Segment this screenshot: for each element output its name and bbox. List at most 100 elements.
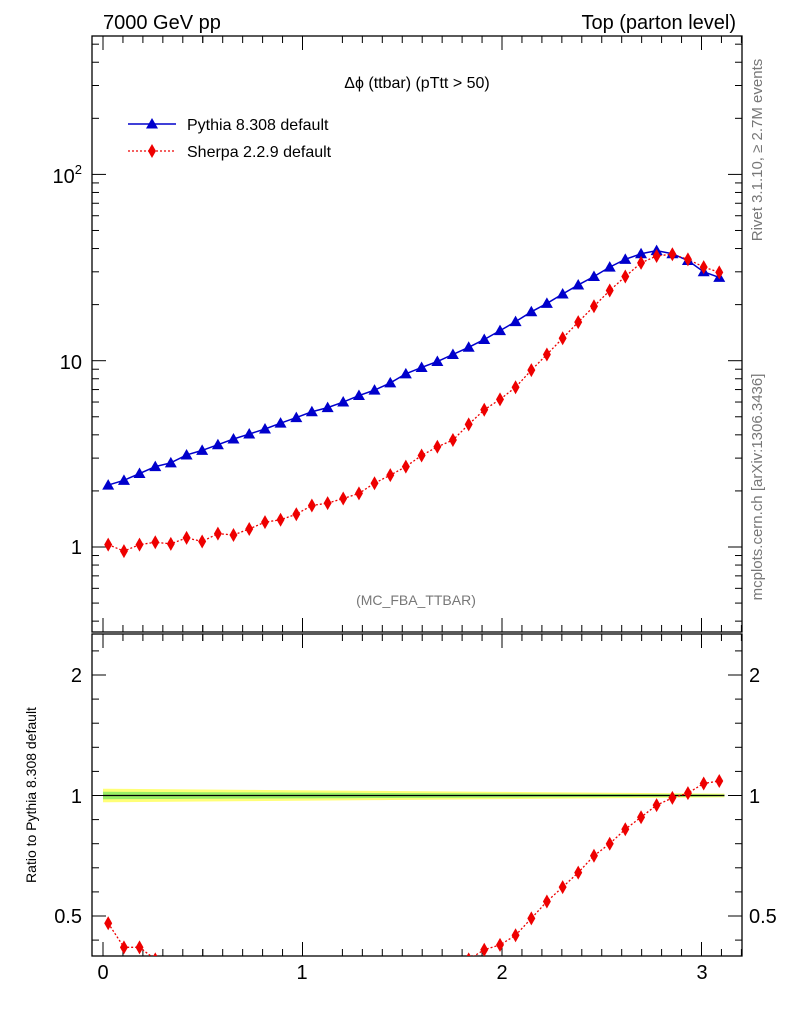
sherpa-point <box>307 498 316 513</box>
ratio-sherpa-point <box>198 957 206 971</box>
pythia-point <box>509 315 522 327</box>
pythia-series-line <box>107 249 720 486</box>
ratio-sherpa-point <box>386 957 394 971</box>
sherpa-point <box>433 439 442 454</box>
pythia-point <box>352 389 365 401</box>
legend-entry-sherpa: Sherpa 2.2.9 default <box>128 144 332 161</box>
sherpa-point <box>511 380 520 395</box>
pythia-point <box>462 341 475 352</box>
y-tick-label-10: 10 <box>60 352 82 374</box>
sherpa-point <box>245 521 254 536</box>
legend: Pythia 8.308 default Sherpa 2.2.9 defaul… <box>128 117 332 161</box>
legend-sherpa-marker <box>148 144 156 158</box>
ratio-sherpa-point <box>511 928 520 943</box>
sherpa-point <box>621 269 630 284</box>
pythia-point <box>196 444 209 455</box>
pythia-point <box>133 467 146 479</box>
pythia-point <box>603 261 616 272</box>
legend-pythia-label: Pythia 8.308 default <box>187 117 329 134</box>
pythia-point <box>258 422 271 434</box>
ratio-y-tick-label-0.5-right: 0.5 <box>749 906 777 928</box>
ratio-sherpa-point <box>324 957 332 971</box>
ratio-sherpa-point <box>433 957 441 971</box>
ratio-sherpa-point <box>339 957 347 971</box>
ratio-sherpa-point <box>652 798 661 813</box>
ratio-sherpa-point <box>558 880 567 895</box>
pythia-point <box>525 305 538 317</box>
sherpa-point <box>574 315 583 330</box>
sherpa-point <box>699 260 708 275</box>
pythia-point <box>384 376 397 388</box>
ratio-sherpa-point <box>355 957 363 971</box>
ratio-sherpa-point <box>527 911 536 926</box>
sherpa-point <box>260 515 269 530</box>
ratio-sherpa-point <box>183 957 191 971</box>
pythia-point <box>180 448 193 460</box>
sherpa-point <box>370 476 379 491</box>
x-tick-label-0: 0 <box>97 962 108 984</box>
x-tick-label-3: 3 <box>696 962 707 984</box>
pythia-point <box>227 432 240 444</box>
ratio-sherpa-point <box>496 937 505 952</box>
ratio-sherpa-point <box>480 942 489 956</box>
pythia-point <box>305 405 318 417</box>
legend-pythia-marker <box>146 118 158 129</box>
sherpa-point <box>119 544 128 559</box>
ratio-y-axis-label: Ratio to Pythia 8.308 default <box>23 707 39 883</box>
sherpa-point <box>401 459 410 474</box>
pythia-point <box>321 401 334 413</box>
ratio-sherpa-point <box>589 848 598 863</box>
pythia-point <box>556 288 569 299</box>
pythia-point <box>494 324 507 336</box>
ratio-sherpa-point <box>542 894 551 909</box>
legend-entry-pythia: Pythia 8.308 default <box>128 117 329 134</box>
sherpa-point <box>542 347 551 362</box>
pythia-point <box>337 396 350 407</box>
ratio-sherpa-point <box>277 957 285 971</box>
sherpa-point <box>668 247 677 262</box>
ratio-sherpa-point <box>261 957 269 971</box>
pythia-point <box>635 247 648 259</box>
sherpa-point <box>464 417 473 432</box>
main-plot-frame <box>91 35 743 633</box>
pythia-point <box>368 384 381 395</box>
rivet-label: Rivet 3.1.10, ≥ 2.7M events <box>749 59 766 242</box>
pythia-point <box>274 417 287 428</box>
pythia-point <box>102 479 115 490</box>
sherpa-point <box>496 392 505 407</box>
header-right-label: Top (parton level) <box>581 12 736 34</box>
mcplots-label: mcplots.cern.ch [arXiv:1306.3436] <box>749 374 766 601</box>
ratio-y-tick-label-0.5-left: 0.5 <box>54 906 82 928</box>
pythia-point <box>164 456 177 468</box>
pythia-point <box>619 253 632 264</box>
pythia-point <box>587 270 600 282</box>
ratio-sherpa-point <box>418 957 426 971</box>
pythia-point <box>290 411 303 423</box>
ratio-y-tick-label-2-right: 2 <box>749 665 760 687</box>
sherpa-point <box>527 363 536 378</box>
sherpa-point <box>354 486 363 501</box>
pythia-point <box>431 355 444 367</box>
pythia-point <box>446 348 459 359</box>
sherpa-point <box>135 537 144 552</box>
pythia-point <box>478 333 491 344</box>
sherpa-point <box>637 255 646 270</box>
sherpa-point <box>558 331 567 346</box>
ratio-sherpa-point <box>449 957 457 971</box>
sherpa-point <box>605 283 614 298</box>
ratio-sherpa-point <box>371 957 379 971</box>
sherpa-point <box>182 530 191 545</box>
ratio-sherpa-point <box>229 957 237 971</box>
ratio-sherpa-point <box>119 940 128 955</box>
ratio-series-layer <box>103 774 725 971</box>
ratio-sherpa-point <box>214 957 222 971</box>
ratio-sherpa-point <box>699 776 708 791</box>
ratio-sherpa-point <box>637 810 646 825</box>
ratio-sherpa-point <box>245 957 253 971</box>
pythia-point <box>243 428 256 439</box>
main-series-layer <box>102 244 726 559</box>
ratio-sherpa-point <box>668 790 677 805</box>
axis-ticks <box>92 36 742 956</box>
sherpa-point <box>166 536 175 551</box>
y-tick-label-100: 102 <box>53 162 82 188</box>
